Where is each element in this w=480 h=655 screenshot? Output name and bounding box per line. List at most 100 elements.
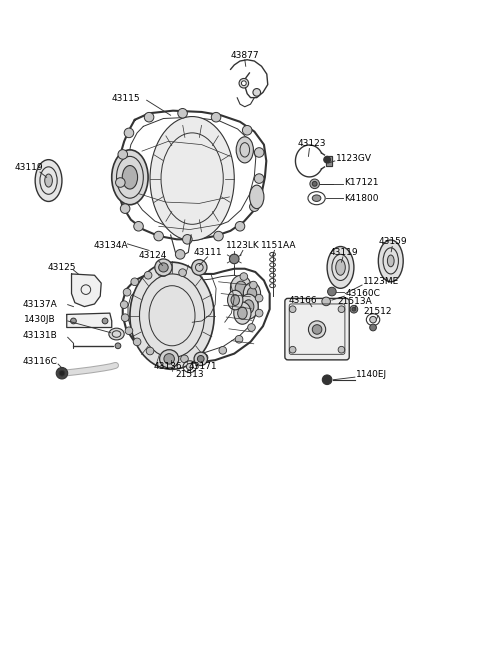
Ellipse shape	[231, 295, 240, 305]
Ellipse shape	[164, 354, 174, 364]
Text: 43136: 43136	[154, 362, 182, 371]
Ellipse shape	[235, 281, 247, 295]
Circle shape	[71, 318, 76, 324]
Circle shape	[120, 301, 128, 309]
Circle shape	[310, 179, 320, 189]
Circle shape	[162, 353, 170, 361]
Circle shape	[309, 321, 325, 338]
Text: 1430JB: 1430JB	[24, 315, 56, 324]
Text: 43137A: 43137A	[23, 300, 57, 309]
Polygon shape	[67, 313, 112, 328]
Circle shape	[197, 356, 204, 362]
Ellipse shape	[122, 166, 138, 189]
Circle shape	[289, 346, 296, 353]
Ellipse shape	[243, 300, 254, 314]
Text: 43115: 43115	[112, 94, 141, 103]
Text: 21512: 21512	[363, 307, 392, 316]
Ellipse shape	[243, 282, 261, 305]
Ellipse shape	[150, 117, 234, 240]
Circle shape	[240, 272, 248, 280]
Text: 1151AA: 1151AA	[261, 241, 296, 250]
Circle shape	[115, 343, 121, 348]
Circle shape	[123, 288, 131, 296]
Ellipse shape	[336, 259, 345, 275]
Circle shape	[180, 355, 188, 363]
Circle shape	[194, 352, 207, 365]
Text: 43131B: 43131B	[23, 331, 57, 340]
Ellipse shape	[130, 262, 214, 369]
Circle shape	[350, 305, 358, 313]
Circle shape	[144, 113, 154, 122]
Circle shape	[338, 306, 345, 312]
Text: K41800: K41800	[344, 194, 379, 202]
Circle shape	[134, 221, 144, 231]
Text: 43134A: 43134A	[94, 240, 128, 250]
Circle shape	[322, 297, 330, 306]
Circle shape	[120, 204, 130, 214]
Text: 43111: 43111	[193, 248, 222, 257]
Circle shape	[370, 324, 376, 331]
Circle shape	[312, 181, 317, 186]
Text: 1140EJ: 1140EJ	[356, 370, 387, 379]
Ellipse shape	[155, 259, 172, 276]
Circle shape	[255, 309, 263, 317]
Circle shape	[242, 126, 252, 135]
Text: 43124: 43124	[139, 251, 167, 260]
Ellipse shape	[159, 350, 179, 368]
Ellipse shape	[327, 246, 354, 288]
Circle shape	[116, 178, 125, 187]
Circle shape	[235, 335, 243, 343]
Circle shape	[200, 354, 208, 362]
Circle shape	[159, 269, 167, 276]
Circle shape	[219, 346, 227, 354]
Ellipse shape	[109, 328, 124, 340]
Circle shape	[253, 88, 261, 96]
Text: 1123LK: 1123LK	[226, 241, 260, 250]
Circle shape	[214, 231, 223, 241]
Ellipse shape	[238, 307, 247, 319]
Circle shape	[229, 254, 239, 264]
Ellipse shape	[234, 302, 251, 324]
Circle shape	[133, 338, 141, 346]
Ellipse shape	[112, 150, 148, 205]
Text: 1123ME: 1123ME	[362, 277, 399, 286]
Circle shape	[255, 294, 263, 302]
Ellipse shape	[35, 160, 62, 202]
Ellipse shape	[312, 195, 321, 202]
Circle shape	[56, 367, 68, 379]
Text: 43171: 43171	[188, 362, 217, 371]
Circle shape	[239, 79, 249, 88]
Text: 21513A: 21513A	[337, 297, 372, 306]
Text: 43123: 43123	[298, 139, 326, 148]
Circle shape	[59, 370, 65, 376]
Circle shape	[248, 324, 255, 331]
Text: 43877: 43877	[230, 50, 259, 60]
Circle shape	[312, 325, 322, 334]
Ellipse shape	[45, 174, 52, 187]
Circle shape	[121, 314, 129, 322]
Circle shape	[250, 202, 259, 212]
Ellipse shape	[370, 316, 376, 323]
Ellipse shape	[228, 290, 243, 310]
Ellipse shape	[247, 288, 257, 299]
Ellipse shape	[192, 259, 207, 275]
Text: 21513: 21513	[175, 370, 204, 379]
Ellipse shape	[378, 240, 403, 282]
Text: 43166: 43166	[289, 295, 317, 305]
Circle shape	[124, 128, 134, 138]
Circle shape	[179, 269, 186, 276]
Circle shape	[144, 271, 152, 279]
Text: 1123GV: 1123GV	[336, 155, 372, 164]
Circle shape	[102, 318, 108, 324]
Circle shape	[323, 375, 332, 384]
Ellipse shape	[387, 255, 394, 267]
Circle shape	[178, 109, 187, 118]
Text: 43119: 43119	[330, 248, 359, 257]
Circle shape	[324, 157, 330, 163]
Circle shape	[352, 307, 356, 311]
Circle shape	[327, 288, 336, 296]
Circle shape	[338, 346, 345, 353]
Circle shape	[154, 231, 163, 241]
Text: K17121: K17121	[344, 178, 379, 187]
Text: 43159: 43159	[379, 237, 408, 246]
